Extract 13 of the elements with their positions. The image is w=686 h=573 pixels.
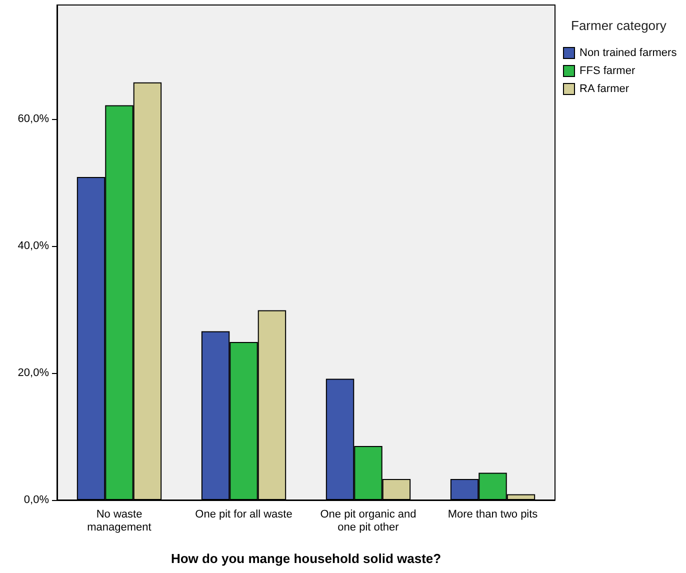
legend-label: Non trained farmers <box>580 47 678 59</box>
x-axis-title: How do you mange household solid waste? <box>170 551 442 566</box>
y-tick-label: 60,0% <box>18 113 50 126</box>
y-tick-label: 40,0% <box>18 240 50 252</box>
legend-label: FFS farmer <box>580 65 636 77</box>
x-tick-label: One pit for all waste <box>195 508 292 520</box>
legend-label: RA farmer <box>580 83 630 95</box>
x-tick-label: One pit organic and one pit other <box>320 508 416 534</box>
legend-title: Farmer category <box>571 18 667 33</box>
y-tick-label: 0,0% <box>24 494 50 506</box>
x-tick-label: No waste management <box>87 508 152 534</box>
y-tick-label: 20,0% <box>18 367 50 380</box>
x-tick-label: More than two pits <box>448 508 538 520</box>
